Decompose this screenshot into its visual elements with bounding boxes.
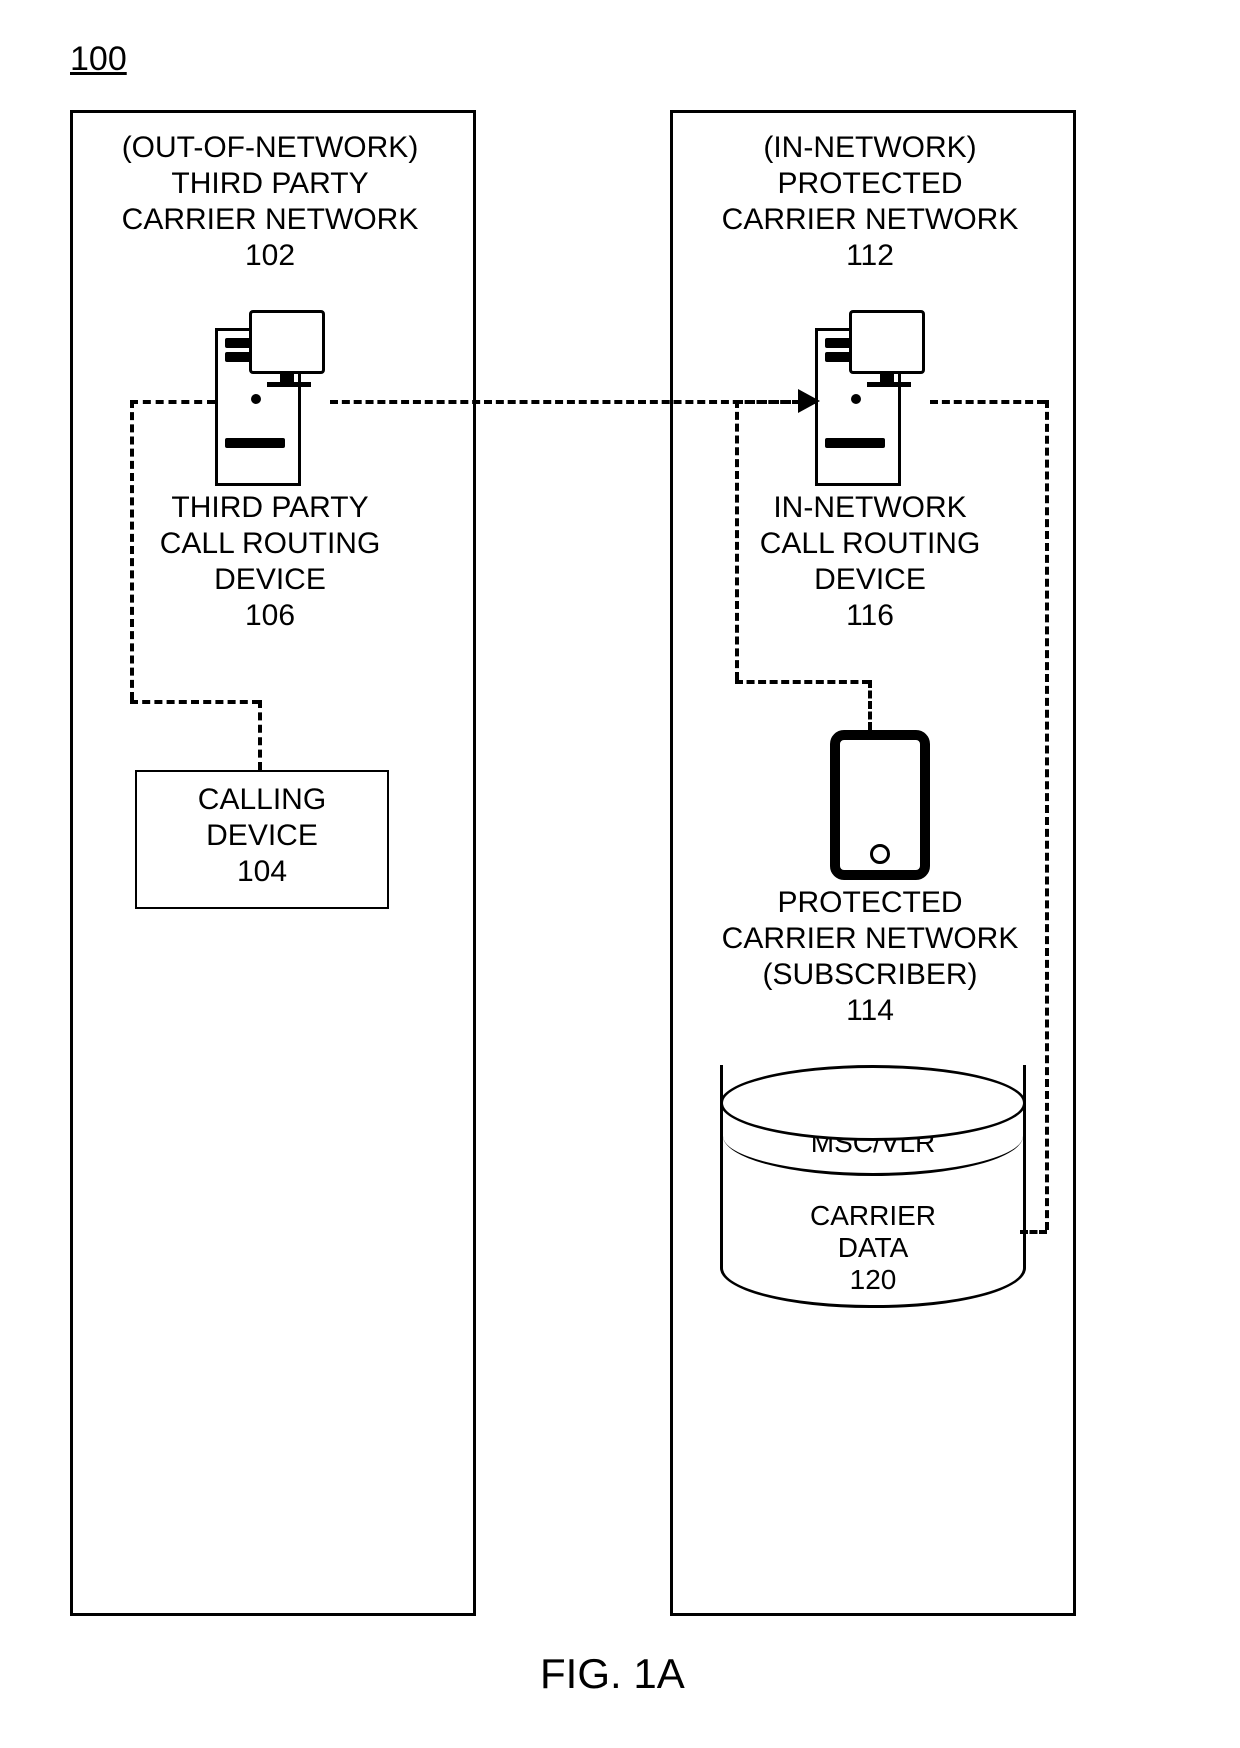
right-title-line2: PROTECTED (777, 167, 962, 200)
subscriber-l3: (SUBSCRIBER) (762, 958, 977, 991)
right-network-title: (IN-NETWORK) PROTECTED CARRIER NETWORK 1… (670, 130, 1070, 274)
connector (735, 680, 870, 684)
left-network-title: (OUT-OF-NETWORK) THIRD PARTY CARRIER NET… (70, 130, 470, 274)
right-router-l2: CALL ROUTING (760, 527, 981, 560)
connector (735, 400, 815, 404)
db-body-l2: DATA (838, 1232, 909, 1263)
calling-l2: DEVICE (206, 819, 318, 852)
server-icon (815, 310, 925, 480)
left-title-line1: (OUT-OF-NETWORK) (122, 131, 419, 164)
connector (1020, 1230, 1047, 1234)
right-title-line3: CARRIER NETWORK (722, 203, 1019, 236)
subscriber-l2: CARRIER NETWORK (722, 922, 1019, 955)
right-title-num: 112 (846, 239, 894, 272)
calling-device-box: CALLING DEVICE 104 (135, 770, 389, 909)
left-router-l1: THIRD PARTY (171, 491, 368, 524)
subscriber-l1: PROTECTED (777, 886, 962, 919)
connector (258, 700, 262, 770)
db-num: 120 (850, 1264, 897, 1295)
server-icon (215, 310, 325, 480)
connector (130, 700, 260, 704)
left-title-num: 102 (245, 239, 295, 272)
connector (868, 680, 872, 730)
phone-icon (830, 730, 930, 880)
left-router-num: 106 (245, 599, 295, 632)
subscriber-label: PROTECTED CARRIER NETWORK (SUBSCRIBER) 1… (670, 885, 1070, 1029)
right-router-label: IN-NETWORK CALL ROUTING DEVICE 116 (670, 490, 1070, 634)
right-router-num: 116 (846, 599, 894, 632)
figure-caption: FIG. 1A (540, 1650, 685, 1698)
calling-l1: CALLING (198, 783, 326, 816)
left-router-l3: DEVICE (214, 563, 326, 596)
figure-1a: 100 (OUT-OF-NETWORK) THIRD PARTY CARRIER… (0, 0, 1240, 1748)
right-title-line1: (IN-NETWORK) (763, 131, 976, 164)
calling-num: 104 (237, 855, 287, 888)
database-icon: HLR/HSS MSC/VLR CARRIER DATA 120 (720, 1100, 1020, 1308)
right-router-l3: DEVICE (814, 563, 926, 596)
left-title-line2: THIRD PARTY (171, 167, 368, 200)
connector (930, 400, 1045, 404)
right-router-l1: IN-NETWORK (773, 491, 966, 524)
connector (735, 400, 739, 680)
left-title-line3: CARRIER NETWORK (122, 203, 419, 236)
figure-reference-number: 100 (70, 40, 127, 79)
connector (1045, 400, 1049, 1230)
subscriber-num: 114 (846, 994, 894, 1027)
connector (130, 400, 215, 404)
db-body-l1: CARRIER (810, 1200, 936, 1231)
connector-arrow (330, 400, 800, 404)
left-router-l2: CALL ROUTING (160, 527, 381, 560)
connector (130, 400, 134, 700)
